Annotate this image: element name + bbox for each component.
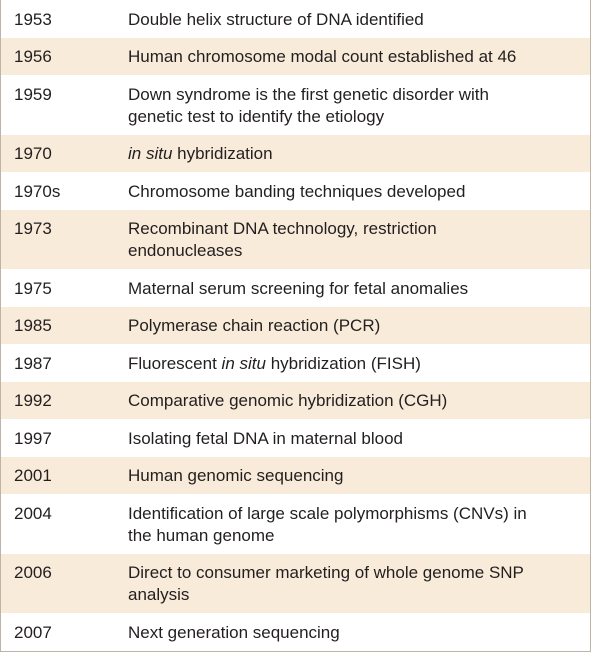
text-segment: genetic test to identify the etiology [128, 106, 385, 126]
description-cell: Next generation sequencing [128, 622, 590, 644]
year-cell: 1975 [14, 278, 52, 298]
description-cell: in situ hybridization [128, 143, 590, 165]
italic-text: in situ [221, 353, 266, 373]
description-cell: Chromosome banding techniques developed [128, 181, 590, 203]
text-segment: analysis [128, 585, 190, 604]
text-segment: Isolating fetal DNA in maternal blood [128, 428, 403, 448]
text-line: analysis [128, 584, 590, 606]
year-cell: 1997 [14, 428, 52, 448]
table-row: 1970 in situ hybridization [1, 134, 590, 172]
description-cell: Direct to consumer marketing of whole ge… [128, 562, 590, 606]
year-cell: 1987 [14, 353, 52, 373]
text-line: the human genome [128, 525, 590, 547]
text-segment: hybridization [172, 144, 273, 163]
text-segment: Identification of large scale polymorphi… [128, 503, 527, 523]
text-line: in situ hybridization [128, 143, 590, 165]
table-row: 2001 Human genomic sequencing [1, 456, 590, 494]
year-cell: 1970s [14, 181, 61, 201]
table-row: 1953 Double helix structure of DNA identi… [1, 0, 590, 38]
description-cell: Polymerase chain reaction (PCR) [128, 315, 590, 337]
table-row: 1987 Fluorescent in situ hybridization (F… [1, 344, 590, 382]
text-line: Comparative genomic hybridization (CGH) [128, 390, 590, 412]
text-line: Isolating fetal DNA in maternal blood [128, 428, 590, 450]
description-cell: Double helix structure of DNA identified [128, 9, 590, 31]
text-line: Polymerase chain reaction (PCR) [128, 315, 590, 337]
description-cell: Comparative genomic hybridization (CGH) [128, 390, 590, 412]
description-cell: Maternal serum screening for fetal anoma… [128, 278, 590, 300]
text-segment: Chromosome banding techniques developed [128, 181, 466, 201]
table-row: 1992 Comparative genomic hybridization (C… [1, 381, 590, 419]
year-cell: 1959 [14, 84, 52, 104]
text-line: Double helix structure of DNA identified [128, 9, 590, 31]
year-cell: 2007 [14, 622, 52, 642]
italic-text: in situ [128, 144, 173, 163]
text-line: Next generation sequencing [128, 622, 590, 644]
table-row: 1956 Human chromosome modal count establi… [1, 37, 590, 75]
year-cell: 2006 [14, 563, 52, 582]
text-line: Direct to consumer marketing of whole ge… [128, 562, 590, 584]
table-row: 1985 Polymerase chain reaction (PCR) [1, 306, 590, 344]
text-segment: Direct to consumer marketing of whole ge… [128, 563, 524, 582]
text-segment: Comparative genomic hybridization (CGH) [128, 391, 448, 410]
text-line: Chromosome banding techniques developed [128, 181, 590, 203]
text-line: genetic test to identify the etiology [128, 106, 590, 128]
year-cell: 2001 [14, 466, 52, 485]
text-line: Down syndrome is the first genetic disor… [128, 84, 590, 106]
text-segment: Polymerase chain reaction (PCR) [128, 316, 381, 335]
table-row: 1959 Down syndrome is the first genetic d… [1, 75, 590, 135]
table-row: 2007 Next generation sequencing [1, 613, 590, 651]
text-segment: Human genomic sequencing [128, 466, 344, 485]
description-cell: Identification of large scale polymorphi… [128, 503, 590, 547]
table-row: 1975 Maternal serum screening for fetal a… [1, 269, 590, 307]
description-cell: Down syndrome is the first genetic disor… [128, 84, 590, 128]
text-line: Fluorescent in situ hybridization (FISH) [128, 353, 590, 375]
text-line: Human genomic sequencing [128, 465, 590, 487]
text-segment: Maternal serum screening for fetal anoma… [128, 278, 469, 298]
text-line: Recombinant DNA technology, restriction [128, 218, 590, 240]
text-line: Human chromosome modal count established… [128, 46, 590, 68]
table-row: 1997 Isolating fetal DNA in maternal bloo… [1, 419, 590, 457]
text-line: Maternal serum screening for fetal anoma… [128, 278, 590, 300]
text-segment: Fluorescent [128, 353, 222, 373]
text-segment: the human genome [128, 525, 275, 545]
text-segment: Down syndrome is the first genetic disor… [128, 84, 489, 104]
text-segment: endonucleases [128, 241, 243, 260]
description-cell: Human genomic sequencing [128, 465, 590, 487]
year-cell: 2004 [14, 503, 52, 523]
year-cell: 1953 [14, 9, 52, 29]
year-cell: 1970 [14, 144, 52, 163]
text-line: endonucleases [128, 240, 590, 262]
text-segment: Next generation sequencing [128, 622, 340, 642]
description-cell: Recombinant DNA technology, restriction e… [128, 218, 590, 262]
table-row: 1973 Recombinant DNA technology, restrict… [1, 209, 590, 269]
text-segment: Human chromosome modal count established… [128, 47, 517, 66]
text-segment: hybridization (FISH) [265, 353, 421, 373]
description-cell: Fluorescent in situ hybridization (FISH) [128, 353, 590, 375]
table-row: 2006 Direct to consumer marketing of whol… [1, 553, 590, 613]
year-cell: 1956 [14, 47, 52, 66]
table-row: 2004 Identification of large scale polymo… [1, 494, 590, 554]
year-cell: 1992 [14, 391, 52, 410]
text-line: Identification of large scale polymorphi… [128, 503, 590, 525]
text-segment: Double helix structure of DNA identified [128, 9, 424, 29]
year-cell: 1985 [14, 316, 52, 335]
description-cell: Isolating fetal DNA in maternal blood [128, 428, 590, 450]
year-cell: 1973 [14, 219, 52, 238]
description-cell: Human chromosome modal count established… [128, 46, 590, 68]
table-row: 1970s Chromosome banding techniques devel… [1, 172, 590, 210]
text-segment: Recombinant DNA technology, restriction [128, 219, 437, 238]
